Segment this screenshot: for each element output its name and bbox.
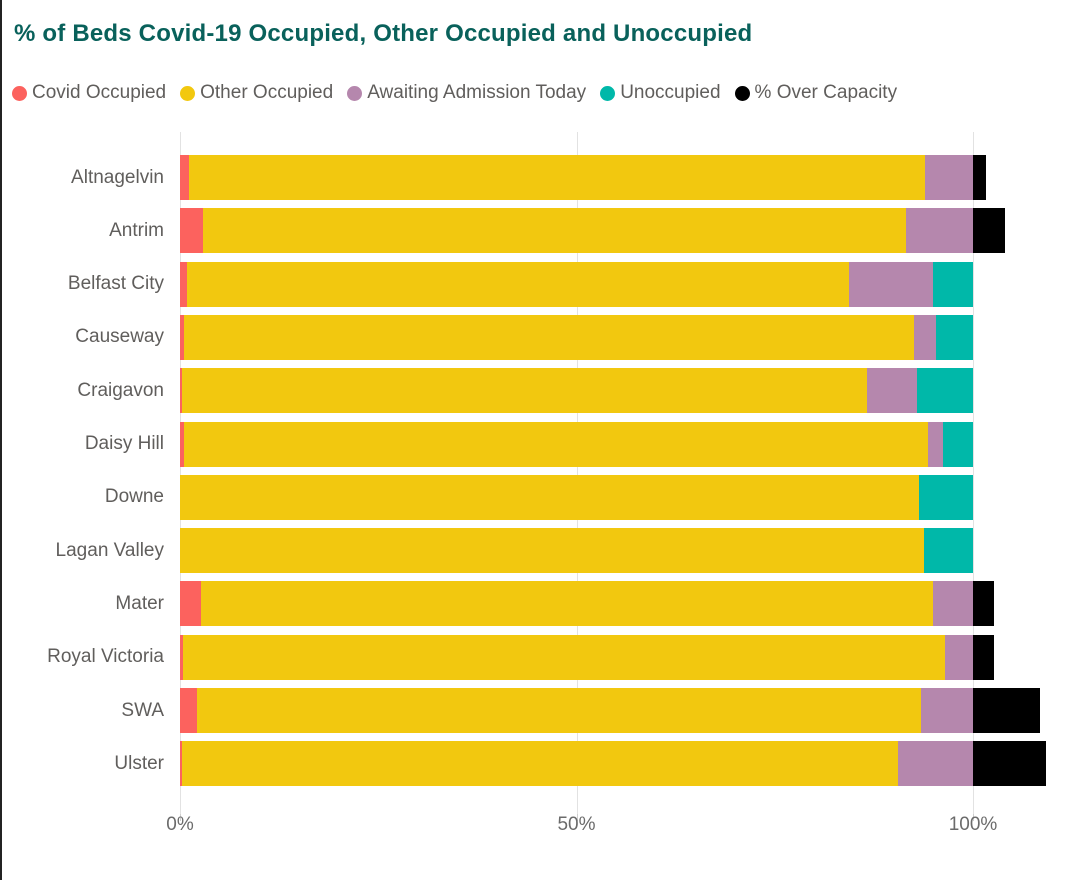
bar-segment-awaiting-admission-today-belfast-city[interactable] [849, 261, 934, 307]
bar-segment-over-capacity-antrim[interactable] [972, 208, 1005, 254]
bar-segment-covid-occupied-mater[interactable] [180, 581, 201, 627]
bar-royal-victoria [180, 634, 995, 680]
bar-segment-other-occupied-causeway[interactable] [183, 314, 914, 360]
bar-segment-covid-occupied-craigavon[interactable] [180, 368, 183, 414]
category-label-ulster: Ulster [114, 752, 164, 774]
bar-segment-over-capacity-mater[interactable] [972, 581, 995, 627]
category-label-swa: SWA [121, 699, 164, 721]
bar-downe [180, 474, 973, 520]
legend: Covid Occupied Other Occupied Awaiting Adm… [12, 78, 1072, 108]
bar-segment-other-occupied-mater[interactable] [200, 581, 933, 627]
bar-segment-other-occupied-lagan-valley[interactable] [180, 528, 924, 574]
bar-segment-unoccupied-belfast-city[interactable] [933, 261, 973, 307]
bar-belfast-city [180, 261, 973, 307]
category-label-antrim: Antrim [109, 219, 164, 241]
bar-segment-other-occupied-swa[interactable] [197, 688, 922, 733]
x-axis-label-50: 50% [557, 814, 596, 835]
bar-segment-awaiting-admission-today-causeway[interactable] [913, 314, 937, 360]
bar-segment-awaiting-admission-today-swa[interactable] [921, 688, 973, 733]
bar-segment-over-capacity-royal-victoria[interactable] [972, 634, 995, 680]
bar-segment-awaiting-admission-today-craigavon[interactable] [866, 368, 917, 414]
category-label-craigavon: Craigavon [77, 379, 164, 401]
bar-segment-unoccupied-downe[interactable] [919, 474, 973, 520]
category-label-belfast-city: Belfast City [67, 273, 164, 295]
window-left-edge [0, 0, 2, 880]
bar-segment-covid-occupied-belfast-city[interactable] [180, 261, 188, 307]
category-label-altnagelvin: Altnagelvin [71, 166, 164, 188]
bar-segment-covid-occupied-causeway[interactable] [180, 314, 184, 360]
bar-segment-awaiting-admission-today-altnagelvin[interactable] [924, 155, 973, 200]
bar-segment-covid-occupied-daisy-hill[interactable] [180, 421, 184, 467]
legend-item-over-capacity[interactable]: % Over Capacity [734, 82, 898, 104]
legend-item-awaiting-admission-today[interactable]: Awaiting Admission Today [347, 82, 586, 104]
category-label-daisy-hill: Daisy Hill [84, 433, 164, 454]
bar-segment-awaiting-admission-today-ulster[interactable] [898, 741, 973, 787]
bar-lagan-valley [180, 528, 973, 574]
x-axis: 0% 50% 100% [0, 814, 1080, 844]
gridline-100 [973, 132, 974, 814]
bar-segment-unoccupied-causeway[interactable] [936, 314, 973, 360]
bar-daisy-hill [180, 421, 973, 467]
bar-segment-covid-occupied-ulster[interactable] [180, 741, 182, 787]
bar-segment-over-capacity-swa[interactable] [972, 688, 1041, 733]
bar-segment-covid-occupied-antrim[interactable] [180, 208, 203, 254]
bar-segment-other-occupied-belfast-city[interactable] [187, 261, 850, 307]
category-label-lagan-valley: Lagan Valley [55, 539, 164, 561]
legend-swatch-icon [12, 85, 27, 101]
category-label-causeway: Causeway [75, 326, 164, 348]
bar-segment-other-occupied-royal-victoria[interactable] [183, 634, 946, 680]
bar-segment-awaiting-admission-today-daisy-hill[interactable] [927, 421, 943, 467]
bar-segment-awaiting-admission-today-antrim[interactable] [906, 208, 973, 254]
bar-segment-other-occupied-ulster[interactable] [181, 741, 899, 787]
bar-segment-over-capacity-ulster[interactable] [972, 741, 1046, 787]
bar-altnagelvin [180, 155, 987, 200]
tick-mark-100 [973, 814, 974, 821]
x-axis-label-0: 0% [166, 814, 194, 835]
gridline-50 [576, 132, 578, 814]
bar-segment-covid-occupied-royal-victoria[interactable] [180, 634, 184, 680]
bar-segment-over-capacity-altnagelvin[interactable] [972, 155, 987, 200]
bar-segment-other-occupied-daisy-hill[interactable] [183, 421, 928, 467]
category-label-mater: Mater [115, 592, 164, 614]
legend-label: % Over Capacity [754, 82, 898, 103]
bar-segment-awaiting-admission-today-royal-victoria[interactable] [945, 634, 973, 680]
bar-segment-other-occupied-craigavon[interactable] [182, 368, 867, 414]
legend-swatch-icon [600, 85, 616, 101]
legend-swatch-icon [347, 85, 363, 101]
legend-item-unoccupied[interactable]: Unoccupied [600, 82, 721, 104]
legend-item-covid-occupied[interactable]: Covid Occupied [12, 82, 166, 104]
bar-segment-unoccupied-lagan-valley[interactable] [923, 528, 973, 574]
bar-ulster [180, 741, 1046, 787]
gridline-0 [180, 132, 181, 814]
tick-mark-50 [576, 814, 578, 821]
bar-causeway [180, 314, 973, 360]
bar-mater [180, 581, 995, 627]
bar-segment-unoccupied-craigavon[interactable] [916, 368, 973, 414]
bar-antrim [180, 208, 1005, 254]
bar-segment-other-occupied-downe[interactable] [180, 474, 920, 520]
category-label-downe: Downe [104, 486, 164, 508]
legend-label: Unoccupied [620, 82, 721, 103]
tick-mark-0 [180, 814, 181, 821]
bar-segment-other-occupied-altnagelvin[interactable] [188, 155, 925, 200]
bar-segment-other-occupied-antrim[interactable] [202, 208, 907, 254]
x-axis-label-100: 100% [948, 814, 998, 835]
bar-segment-unoccupied-daisy-hill[interactable] [942, 421, 973, 467]
category-label-royal-victoria: Royal Victoria [47, 646, 164, 668]
legend-label: Awaiting Admission Today [367, 82, 587, 103]
legend-swatch-icon [180, 85, 196, 101]
legend-item-other-occupied[interactable]: Other Occupied [180, 82, 333, 104]
legend-swatch-icon [734, 85, 750, 101]
bar-craigavon [180, 368, 973, 414]
bar-segment-covid-occupied-altnagelvin[interactable] [180, 155, 189, 200]
bar-segment-awaiting-admission-today-mater[interactable] [932, 581, 973, 627]
chart-title: % of Beds Covid-19 Occupied, Other Occup… [14, 20, 753, 47]
bar-swa [180, 688, 1041, 733]
legend-label: Covid Occupied [32, 82, 167, 103]
stacked-bar-chart: Altnagelvin Antrim Belfast City Causeway Cra… [0, 132, 1080, 822]
bar-segment-covid-occupied-swa[interactable] [180, 688, 198, 733]
legend-label: Other Occupied [200, 82, 334, 103]
